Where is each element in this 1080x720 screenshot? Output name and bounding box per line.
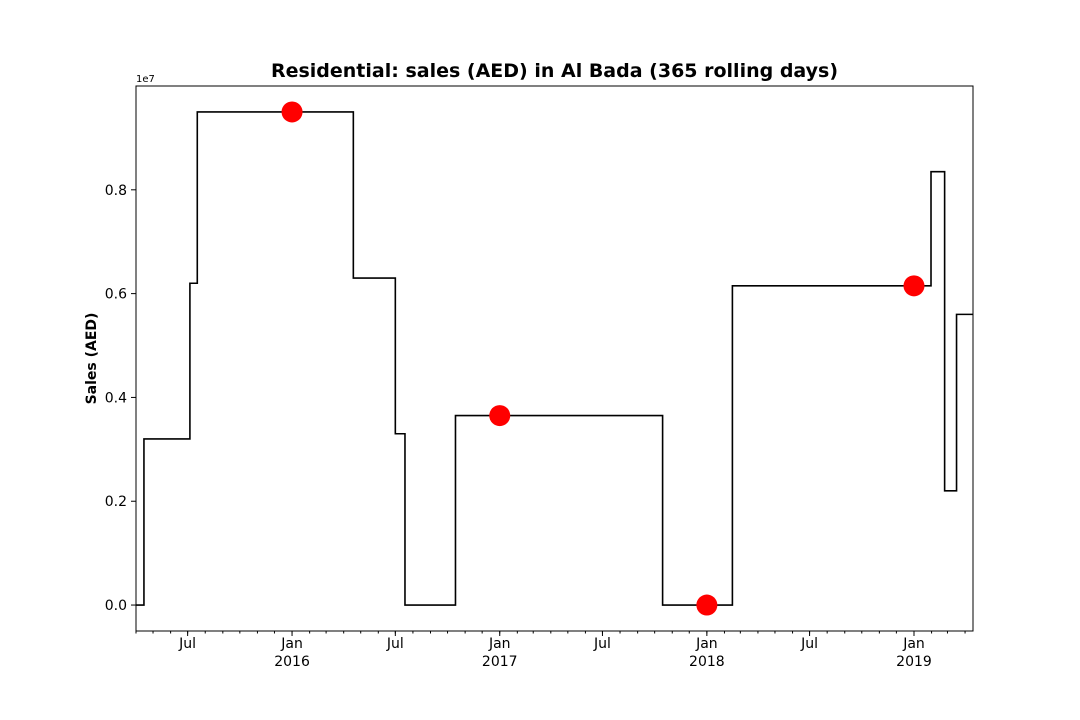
x-tick-label: Jan — [488, 636, 511, 652]
x-tick-label: Jan — [280, 636, 303, 652]
y-tick-label: 0.4 — [105, 390, 127, 406]
y-tick-label: 0.2 — [105, 494, 127, 510]
x-tick-label: Jul — [386, 636, 404, 652]
x-tick-label: Jan — [902, 636, 925, 652]
x-tick-year-label: 2016 — [274, 654, 310, 670]
y-tick-label: 0.0 — [105, 598, 127, 614]
y-tick-label: 0.8 — [105, 183, 127, 199]
y-tick-label: 0.6 — [105, 287, 127, 303]
x-tick-label: Jan — [695, 636, 718, 652]
chart-title: Residential: sales (AED) in Al Bada (365… — [270, 60, 839, 82]
data-point-marker — [903, 275, 925, 297]
series-line — [136, 111, 973, 606]
x-tick-label: Jul — [800, 636, 818, 652]
data-point-marker — [281, 101, 303, 123]
x-tick-label: Jul — [178, 636, 196, 652]
x-tick-label: Jul — [593, 636, 611, 652]
axes-frame — [135, 85, 974, 632]
x-tick-year-label: 2018 — [689, 654, 725, 670]
plot-area: 0.0 0.2 0.4 0.6 0.8 1e7 Sales (AED) Jul Jan 2016 J… — [84, 74, 974, 670]
y-axis-label: Sales (AED) — [84, 313, 100, 405]
data-point-marker — [489, 405, 511, 427]
data-point-marker — [696, 594, 718, 616]
x-tick-year-label: 2019 — [896, 654, 932, 670]
y-offset-text: 1e7 — [136, 74, 155, 85]
x-tick-year-label: 2017 — [482, 654, 518, 670]
